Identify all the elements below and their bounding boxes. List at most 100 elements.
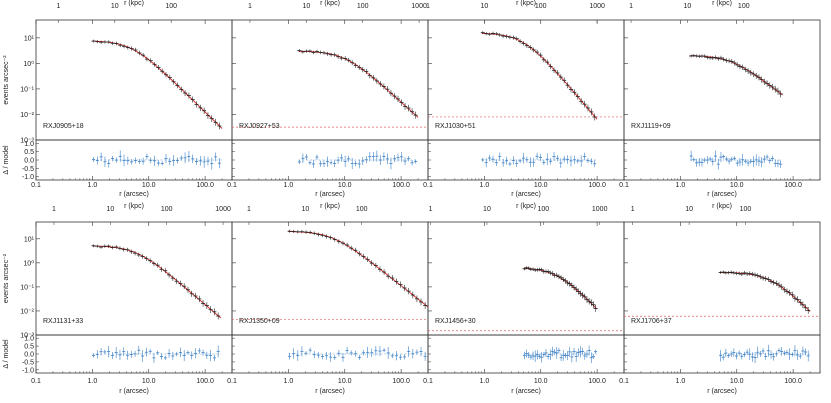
panel-4-xtick-label: 100.0: [196, 378, 214, 385]
panel-4-kpc-tick-label: 100: [161, 206, 173, 213]
panel-7-xtick-label: 0.1: [619, 378, 629, 385]
panel-3-kpc-tick-label: 1: [629, 3, 633, 10]
panel-1-kpc-label: r (kpc): [320, 0, 340, 7]
panel-6-kpc-tick-label: 100: [537, 206, 549, 213]
panel-5-xtick-label: 100.0: [392, 378, 410, 385]
panel-7-kpc-label: r (kpc): [712, 203, 732, 210]
panel-3-xlabel: r (arcsec): [707, 191, 737, 198]
panel-5-xlabel: r (arcsec): [315, 388, 345, 395]
panel-0-residual-ytick-label: 0.5: [24, 149, 34, 156]
panel-2-xtick-label: 1.0: [480, 182, 490, 189]
panel-4-ytick-label: 10¹: [24, 236, 35, 243]
panel-0-xlabel: r (arcsec): [119, 191, 149, 198]
panel-3-xtick-label: 1.0: [676, 182, 686, 189]
panel-1-label: RXJ0927+53: [239, 123, 280, 130]
panel-2-kpc-tick-label: 1: [426, 3, 430, 10]
panel-7-label: RXJ1706+37: [631, 318, 672, 325]
panel-2-label: RXJ1030+51: [435, 123, 476, 130]
panel-6-xtick-label: 100.0: [588, 378, 606, 385]
panel-4-label: RXJ1131+33: [43, 318, 83, 325]
panel-0-xtick-label: 1.0: [88, 182, 98, 189]
panel-3-residual-frame: [623, 139, 821, 181]
panel-5-kpc-label: r (kpc): [320, 203, 340, 210]
panel-5-label: RXJ1350+09: [239, 318, 280, 325]
panel-1-kpc-tick-label: 1: [248, 3, 252, 10]
panel-7-kpc-tick-label: 100: [740, 206, 752, 213]
panel-0-residual-ytick-label: -0.5: [22, 166, 34, 173]
panel-0-xtick-label: 100.0: [196, 182, 214, 189]
panel-5-kpc-tick-label: 100: [356, 206, 368, 213]
panel-2-profile-frame: [427, 19, 625, 141]
panel-0-residual-ytick-label: -1.0: [22, 174, 34, 181]
panel-7-xtick-label: 1.0: [676, 378, 686, 385]
panel-1-kpc-tick-label: 100: [357, 3, 369, 10]
panel-0-ytick-label: 10⁻²: [20, 112, 34, 119]
panel-0-ytick-label: 10⁰: [23, 60, 34, 68]
panel-0-xtick-label: 10.0: [142, 182, 156, 189]
panel-2-kpc-tick-label: 10: [480, 3, 488, 10]
panel-4-residual-ytick-label: 0.5: [24, 344, 34, 351]
panel-4-kpc-label: r (kpc): [124, 203, 144, 210]
panel-7-xtick-label: 100.0: [784, 378, 802, 385]
panel-2-kpc-tick-label: 1000: [589, 3, 605, 10]
panel-4-xtick-label: 10.0: [142, 378, 156, 385]
panel-6-xtick-label: 0.1: [423, 378, 433, 385]
panel-1-xtick-label: 0.1: [227, 182, 237, 189]
panel-3-kpc-tick-label: 10: [684, 3, 692, 10]
panel-5-kpc-tick-label: 1: [247, 206, 251, 213]
panel-4-residual-ytick-label: -0.5: [22, 359, 34, 366]
panel-3-xtick-label: 100.0: [784, 182, 802, 189]
panel-4-kpc-tick-label: 1000: [215, 206, 231, 213]
panel-4-ytick-label: 10⁻²: [20, 308, 34, 315]
panel-1-model-curve: [298, 50, 419, 118]
panel-7-kpc-tick-label: 10: [685, 206, 693, 213]
panel-0-kpc-label: r (kpc): [124, 0, 144, 7]
panel-1-kpc-tick-label: 1000: [411, 3, 427, 10]
panel-3-kpc-label: r (kpc): [712, 0, 732, 7]
panel-1-profile-frame: [231, 19, 429, 141]
panel-4-xtick-label: 0.1: [31, 378, 41, 385]
panel-3-xtick-label: 0.1: [619, 182, 629, 189]
panel-0-ytick-label: 10¹: [24, 35, 35, 42]
panel-3-model-curve: [690, 55, 783, 96]
panel-4-model-curve: [92, 245, 222, 319]
panel-0-profile-frame: [35, 19, 233, 141]
panel-2-kpc-tick-label: 100: [535, 3, 547, 10]
panel-2-model-curve: [481, 32, 598, 120]
panel-1-xtick-label: 1.0: [284, 182, 294, 189]
panel-6-kpc-tick-label: 10: [483, 206, 491, 213]
ylabel-profile-0: events arcsec⁻²: [3, 55, 10, 105]
panel-4-ytick-label: 10⁰: [23, 259, 34, 267]
panel-4-residual-ytick-label: 1.0: [24, 336, 34, 343]
panel-4-residual-ytick-label: 0.0: [24, 352, 34, 359]
panel-6-kpc-tick-label: 1000: [592, 206, 608, 213]
panel-7-xlabel: r (arcsec): [707, 388, 737, 395]
panel-0-ytick-label: 10⁻¹: [20, 86, 34, 93]
panel-3-kpc-tick-label: 100: [738, 3, 750, 10]
panel-0-model-curve: [92, 40, 223, 129]
panel-1-kpc-tick-label: 10: [302, 3, 310, 10]
panel-3-xtick-label: 10.0: [730, 182, 744, 189]
panel-6-xtick-label: 1.0: [480, 378, 490, 385]
panel-0-residual-ytick-label: 1.0: [24, 141, 34, 148]
panel-7-kpc-tick-label: 1: [631, 206, 635, 213]
panel-0-label: RXJ0905+18: [43, 123, 84, 130]
panel-4-kpc-tick-label: 1: [52, 206, 56, 213]
panel-0-kpc-tick-label: 100: [165, 3, 177, 10]
panel-4-kpc-tick-label: 10: [106, 206, 114, 213]
panel-5-xtick-label: 1.0: [284, 378, 294, 385]
panel-0-kpc-tick-label: 1: [56, 3, 60, 10]
panel-6-model-curve: [523, 267, 598, 310]
ylabel-profile-1: events arcsec⁻²: [3, 253, 10, 303]
panel-3-profile-frame: [623, 19, 821, 141]
panel-6-xlabel: r (arcsec): [511, 388, 541, 395]
panel-1-xlabel: r (arcsec): [315, 191, 345, 198]
panel-1-xtick-label: 100.0: [392, 182, 410, 189]
panel-5-model-curve: [288, 231, 429, 308]
panel-2-xtick-label: 10.0: [534, 182, 548, 189]
panel-3-label: RXJ1119+09: [631, 123, 671, 130]
panel-4-ytick-label: 10⁻¹: [20, 284, 34, 291]
panel-2-xlabel: r (arcsec): [511, 191, 541, 198]
panel-6-residual-frame: [427, 334, 625, 374]
